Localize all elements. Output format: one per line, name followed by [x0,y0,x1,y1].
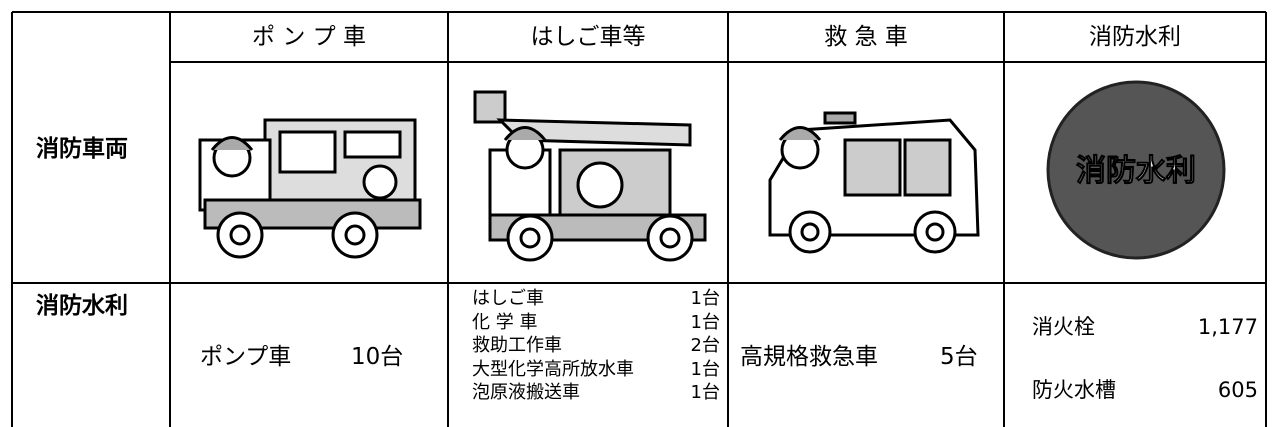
water-item-count: 1,177 [1197,315,1258,339]
header-cell: ポ ン プ 車 [252,24,366,50]
ladder-item-name: 泡原液搬送車 [472,382,580,403]
ladder-item-name: 化 学 車 [472,311,538,333]
water-item-name: 消火栓 [1032,315,1095,339]
pump-count: 10台 [351,344,404,370]
water-item-count: 605 [1217,378,1258,402]
ladder-item-name: 大型化学高所放水車 [472,358,634,380]
header-cell: 救 急 車 [824,24,908,50]
row-label: 消防車両 [36,136,128,162]
ambulance-name: 高規格救急車 [740,344,878,370]
ladder-item-count: 2台 [690,335,720,356]
header-cell: 消防水利 [1089,24,1181,50]
header-cell: はしご車等 [530,24,646,50]
ambulance-illustration [768,111,980,254]
ambulance-count: 5台 [940,344,978,370]
ladder-item-name: はしご車 [472,288,544,309]
water-item-name: 防火水槽 [1032,378,1116,402]
pump-truck-illustration [198,118,422,259]
ladder-item-name: 救助工作車 [472,335,562,356]
hydrant-badge-text: 消防水利 [1076,154,1196,189]
ladder-truck-illustration [473,90,707,262]
pump-name: ポンプ車 [200,344,292,370]
ladder-item-count: 1台 [690,358,720,380]
row-label: 消防水利 [36,293,128,319]
ladder-item-count: 1台 [690,288,720,309]
hydrant-badge [1046,80,1226,260]
ladder-item-count: 1台 [690,311,720,333]
ladder-item-count: 1台 [690,382,720,403]
